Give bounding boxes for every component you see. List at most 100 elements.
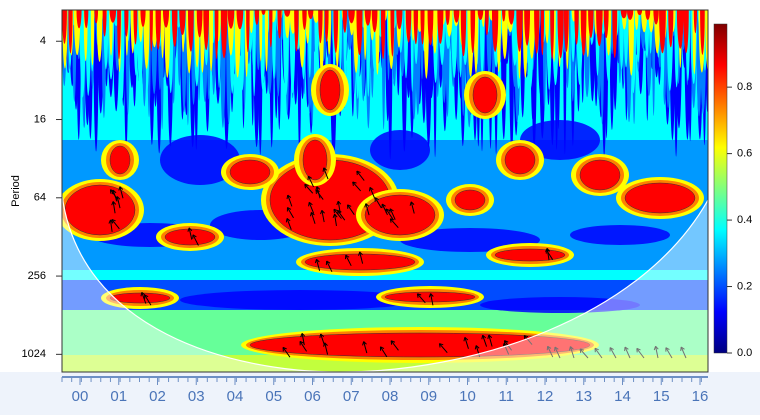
heatmap-stripe — [437, 10, 444, 44]
x-tick-label: 00 — [72, 388, 89, 405]
heatmap-stripe — [620, 10, 628, 19]
heatmap-stripe — [160, 10, 165, 59]
phase-arrow-head — [109, 189, 115, 194]
phase-arrow — [665, 347, 673, 359]
heatmap-stripe — [634, 10, 639, 31]
heatmap-stripe — [246, 10, 250, 53]
heatmap-stripe — [109, 10, 117, 23]
phase-arrow-head — [653, 345, 659, 351]
phase-arrow — [482, 335, 488, 347]
heatmap-stripe — [62, 10, 67, 44]
phase-arrow — [287, 194, 293, 207]
phase-arrow — [365, 203, 370, 216]
heatmap-stripe — [214, 10, 219, 60]
phase-arrow — [315, 259, 321, 271]
heatmap-stripe — [209, 10, 214, 72]
phase-arrow — [680, 346, 687, 359]
x-tick-label: 09 — [420, 388, 437, 405]
x-tick-label: 12 — [537, 388, 554, 405]
heatmap-blob — [109, 292, 171, 304]
heatmap-stripe — [196, 10, 203, 38]
heatmap-stripe — [477, 10, 484, 20]
plot-frame — [61, 9, 709, 373]
phase-arrow-head — [609, 347, 614, 352]
heatmap-stripe — [628, 10, 635, 76]
heatmap-stripe — [603, 10, 609, 39]
heatmap-stripe — [162, 10, 170, 28]
heatmap-stripe — [259, 10, 263, 62]
phase-arrow-head — [286, 207, 292, 212]
phase-arrow-head — [285, 218, 291, 223]
phase-arrow — [321, 210, 325, 223]
phase-arrow — [389, 218, 399, 229]
phase-arrow-head — [362, 341, 367, 346]
heatmap-stripe — [187, 10, 194, 52]
phase-arrow — [569, 346, 575, 359]
phase-arrow — [112, 201, 116, 214]
heatmap-stripe — [470, 10, 476, 54]
phase-arrow-head — [389, 218, 395, 223]
heatmap-stripe — [501, 10, 508, 60]
phase-arrow — [141, 292, 147, 304]
heatmap-band — [62, 355, 708, 372]
phase-arrow — [320, 333, 325, 346]
heatmap-stripe — [453, 10, 460, 23]
phase-arrow-head — [636, 347, 641, 353]
phase-arrow — [286, 218, 292, 230]
phase-arrow-head — [374, 197, 379, 202]
phase-arrow — [609, 347, 617, 359]
phase-arrow — [307, 175, 315, 188]
heatmap-blob — [109, 145, 131, 175]
phase-arrow-head — [624, 346, 629, 352]
heatmap-stripe — [705, 10, 708, 71]
x-tick-label: 07 — [343, 388, 360, 405]
heatmap-blob — [472, 76, 498, 114]
phase-arrow-head — [144, 294, 149, 299]
x-tick-label: 11 — [498, 388, 514, 405]
heatmap-stripe — [284, 10, 291, 39]
heatmap-stripe — [485, 10, 489, 36]
phase-arrow-head — [680, 346, 685, 352]
phase-arrow — [439, 343, 448, 353]
phase-arrow — [363, 341, 368, 354]
heatmap-stripe — [179, 10, 186, 36]
phase-arrow-head — [438, 343, 444, 348]
heatmap-blob — [624, 182, 696, 214]
phase-arrow — [111, 219, 120, 230]
phase-arrow — [374, 197, 382, 209]
phase-arrow — [333, 208, 342, 219]
phase-arrow-head — [111, 218, 116, 224]
phase-arrow — [579, 348, 589, 359]
heatmap-stripe — [380, 10, 386, 60]
heatmap-blob — [319, 69, 341, 111]
phase-arrow — [188, 227, 193, 240]
heatmap-stripe — [371, 10, 378, 33]
heatmap-stripe — [277, 10, 282, 39]
heatmap-stripe — [269, 10, 273, 48]
y-axis-label: Period — [10, 175, 22, 207]
x-tick-label: 02 — [149, 388, 166, 405]
heatmap-stripe — [427, 10, 434, 46]
heatmap-stripe — [390, 10, 395, 57]
x-tick-label: 10 — [459, 388, 476, 405]
phase-arrow — [655, 346, 659, 359]
phase-arrow-head — [304, 183, 309, 189]
phase-arrow-head — [463, 336, 469, 342]
phase-arrow — [554, 346, 561, 359]
heatmap-stripe — [96, 10, 103, 62]
heatmap-stripe — [68, 10, 73, 54]
heatmap-stripe — [491, 10, 499, 52]
phase-arrow — [356, 170, 365, 181]
phase-arrow — [316, 186, 321, 199]
phase-arrow-head — [140, 291, 146, 297]
heatmap-stripe — [540, 10, 545, 56]
heatmap-patch — [160, 135, 240, 185]
phase-arrow — [345, 254, 352, 267]
phase-arrow-head — [428, 293, 434, 298]
x-tick-label: 08 — [382, 388, 399, 405]
heatmap-stripe — [76, 10, 82, 29]
phase-arrow-head — [474, 345, 480, 350]
heatmap-stripe — [94, 10, 99, 24]
cone-of-influence — [62, 195, 708, 372]
heatmap-stripe — [693, 10, 698, 34]
